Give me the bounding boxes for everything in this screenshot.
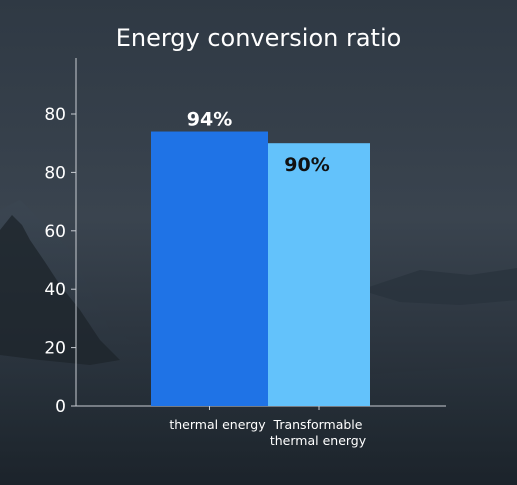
data-label: 94% xyxy=(187,109,232,131)
y-tick-label: 20 xyxy=(44,339,66,359)
chart-title: Energy conversion ratio xyxy=(115,24,402,52)
y-tick-label: 40 xyxy=(44,280,66,300)
x-tick-label: thermal energy xyxy=(169,417,266,432)
x-tick-label: thermal energy xyxy=(270,433,367,448)
y-tick-label: 60 xyxy=(44,222,66,242)
bar-1 xyxy=(151,131,268,406)
y-tick-label: 80 xyxy=(44,163,66,183)
data-label: 90% xyxy=(284,154,329,176)
y-tick-label: 80 xyxy=(44,105,66,125)
bar-2 xyxy=(268,143,370,406)
x-tick-label: Transformable xyxy=(273,417,363,432)
y-tick-label: 0 xyxy=(55,397,66,417)
